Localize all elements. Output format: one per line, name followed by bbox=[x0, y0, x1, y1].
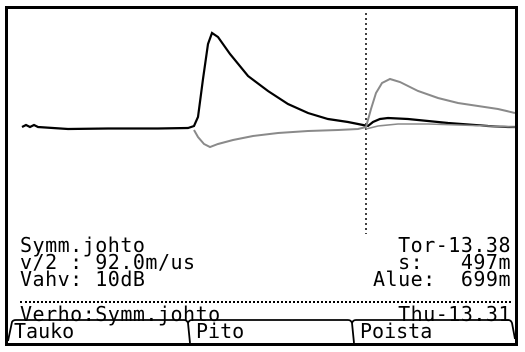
distance-readout: s: 497m bbox=[398, 250, 511, 274]
gain-readout: Vahv: 10dB bbox=[20, 267, 146, 291]
tdr-display: Symm.johto Tor-13.38 v/2 : 92.0m/us s: 4… bbox=[5, 6, 518, 346]
trace-current bbox=[21, 31, 515, 131]
softkey-pito[interactable]: Pito bbox=[196, 319, 245, 343]
softkey-frame bbox=[8, 319, 515, 343]
range-readout: Alue: 699m bbox=[373, 267, 511, 291]
distance-value: 497m bbox=[460, 250, 511, 274]
range-label: Alue: bbox=[373, 267, 436, 291]
distance-label: s: bbox=[398, 250, 424, 274]
gain-label: Vahv: bbox=[20, 267, 83, 291]
info-separator bbox=[20, 301, 511, 303]
info-row-4: Verho:Symm.johto Thu-13.31 bbox=[20, 302, 511, 326]
softkey-bar: Tauko Pito Poista bbox=[8, 319, 515, 343]
info-row-2: v/2 : 92.0m/us s: 497m bbox=[20, 250, 511, 274]
softkey-poista[interactable]: Poista bbox=[360, 319, 433, 343]
velocity-label: v/2 : bbox=[20, 250, 83, 274]
info-row-3: Vahv: 10dB Alue: 699m bbox=[20, 267, 511, 291]
trace-reference bbox=[193, 77, 515, 149]
velocity-value: 92.0m/us bbox=[95, 250, 196, 274]
cable-type-label: Symm.johto bbox=[20, 233, 146, 257]
softkey-tauko[interactable]: Tauko bbox=[14, 319, 75, 343]
range-value: 699m bbox=[460, 267, 511, 291]
info-row-1: Symm.johto Tor-13.38 bbox=[20, 233, 511, 257]
reference-label: Verho:Symm.johto bbox=[20, 302, 221, 326]
gain-value: 10dB bbox=[95, 267, 146, 291]
trace-reference-tail bbox=[365, 123, 515, 130]
velocity-readout: v/2 : 92.0m/us bbox=[20, 250, 196, 274]
waveform-plot bbox=[21, 13, 515, 234]
reference-date: Thu-13.31 bbox=[398, 302, 511, 326]
cursor-mode-label: Tor-13.38 bbox=[398, 233, 511, 257]
